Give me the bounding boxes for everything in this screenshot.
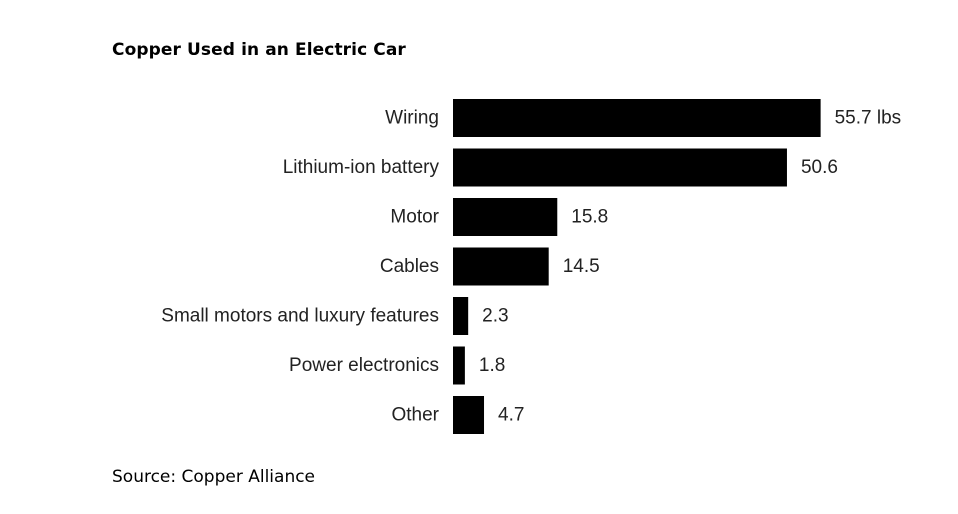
bar-5 xyxy=(453,346,465,385)
bar-3 xyxy=(453,247,549,286)
category-label-5: Power electronics xyxy=(289,355,439,376)
value-label-5: 1.8 xyxy=(479,355,505,376)
category-label-3: Cables xyxy=(380,256,439,277)
bar-4 xyxy=(453,297,469,335)
value-label-3: 14.5 xyxy=(563,256,600,277)
value-label-6: 4.7 xyxy=(498,405,524,426)
category-label-2: Motor xyxy=(390,207,439,228)
value-labels-group: 55.7 lbs 50.6 15.8 14.5 2.3 1.8 4.7 xyxy=(479,108,901,426)
bar-1 xyxy=(453,148,787,187)
category-label-4: Small motors and luxury features xyxy=(161,306,439,327)
chart-title: Copper Used in an Electric Car xyxy=(112,40,406,60)
category-label-1: Lithium-ion battery xyxy=(283,157,440,178)
bar-6 xyxy=(453,396,485,434)
value-label-0: 55.7 lbs xyxy=(835,108,902,129)
bar-2 xyxy=(453,198,558,236)
value-label-2: 15.8 xyxy=(571,207,608,228)
category-label-6: Other xyxy=(391,405,439,426)
value-label-1: 50.6 xyxy=(801,157,838,178)
source-note: Source: Copper Alliance xyxy=(112,467,316,487)
value-label-4: 2.3 xyxy=(482,306,508,327)
bars-group xyxy=(453,99,821,434)
bar-0 xyxy=(453,99,821,137)
category-label-0: Wiring xyxy=(385,108,439,129)
category-labels-group: Wiring Lithium-ion battery Motor Cables Smal… xyxy=(161,108,439,426)
